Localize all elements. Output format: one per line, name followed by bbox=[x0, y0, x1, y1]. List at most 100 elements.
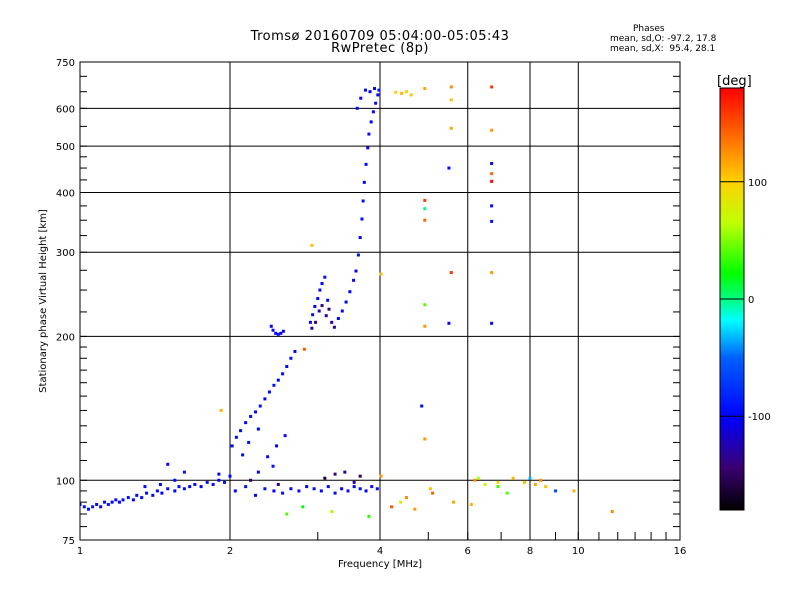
y-tick-label: 400 bbox=[56, 188, 75, 199]
data-point bbox=[103, 500, 107, 504]
x-tick-label: 8 bbox=[527, 546, 533, 557]
data-point bbox=[99, 505, 103, 509]
data-point bbox=[114, 498, 118, 502]
data-point bbox=[423, 218, 427, 222]
data-point bbox=[610, 510, 614, 514]
data-point bbox=[253, 493, 257, 497]
data-point bbox=[173, 478, 177, 482]
data-point bbox=[297, 489, 301, 493]
data-point bbox=[404, 90, 408, 94]
data-point bbox=[490, 85, 494, 89]
data-point bbox=[285, 364, 289, 368]
data-point bbox=[423, 437, 427, 441]
data-point bbox=[313, 304, 317, 308]
data-point bbox=[241, 453, 245, 457]
data-point bbox=[373, 87, 377, 91]
data-point bbox=[447, 321, 451, 325]
data-point bbox=[369, 120, 373, 124]
y-tick-label: 750 bbox=[56, 58, 75, 69]
data-point bbox=[352, 480, 356, 484]
data-point bbox=[362, 180, 366, 184]
data-point bbox=[420, 404, 424, 408]
data-point bbox=[82, 505, 86, 509]
y-axis: 75 100 200 300 400 500 600 750 bbox=[56, 58, 680, 547]
data-point bbox=[281, 491, 285, 495]
data-point bbox=[379, 272, 383, 276]
data-point bbox=[131, 498, 135, 502]
data-point bbox=[423, 324, 427, 328]
data-point bbox=[166, 487, 170, 491]
chart-title: Tromsø 20160709 05:04:00-05:05:43 bbox=[250, 29, 510, 44]
data-point bbox=[449, 85, 453, 89]
data-point bbox=[364, 489, 368, 493]
data-point bbox=[281, 329, 285, 333]
data-point bbox=[219, 408, 223, 412]
data-point bbox=[449, 126, 453, 130]
data-point bbox=[311, 313, 315, 317]
data-point bbox=[199, 485, 203, 489]
data-point bbox=[366, 146, 370, 150]
data-point bbox=[343, 470, 347, 474]
data-point bbox=[361, 199, 365, 203]
data-point bbox=[452, 500, 456, 504]
data-point bbox=[344, 300, 348, 304]
data-point bbox=[449, 98, 453, 102]
data-point bbox=[544, 485, 548, 489]
data-point bbox=[110, 500, 114, 504]
data-point bbox=[285, 512, 289, 516]
data-point bbox=[371, 110, 375, 114]
data-point bbox=[239, 429, 243, 433]
data-point bbox=[423, 87, 427, 91]
data-point bbox=[346, 489, 350, 493]
data-point bbox=[496, 480, 500, 484]
data-point bbox=[312, 487, 316, 491]
data-point bbox=[269, 324, 273, 328]
data-point bbox=[319, 489, 323, 493]
data-point bbox=[145, 491, 149, 495]
y-tick-label: 600 bbox=[56, 104, 75, 115]
data-point bbox=[394, 90, 398, 94]
data-point bbox=[301, 505, 305, 509]
data-point bbox=[91, 505, 95, 509]
data-point bbox=[253, 410, 257, 414]
data-point bbox=[390, 505, 394, 509]
data-point bbox=[230, 444, 234, 448]
data-point bbox=[326, 298, 330, 302]
colorbar-tick-label: 0 bbox=[748, 295, 754, 306]
data-point bbox=[368, 90, 372, 94]
data-point bbox=[404, 496, 408, 500]
data-point bbox=[293, 349, 297, 353]
data-point bbox=[274, 331, 278, 335]
data-point bbox=[330, 320, 334, 324]
data-point bbox=[140, 496, 144, 500]
data-point bbox=[358, 487, 362, 491]
y-tick-label: 100 bbox=[56, 476, 75, 487]
data-point bbox=[258, 404, 262, 408]
x-axis-label: Frequency [MHz] bbox=[338, 559, 422, 570]
y-tick-label: 200 bbox=[56, 332, 75, 343]
data-point bbox=[155, 489, 159, 493]
data-point bbox=[370, 485, 374, 489]
phases-legend-line-x: mean, sd,X: 95.4, 28.1 bbox=[610, 44, 716, 54]
data-point bbox=[409, 93, 413, 97]
data-point bbox=[348, 290, 352, 294]
data-point bbox=[276, 482, 280, 486]
phases-legend-title: Phases bbox=[633, 24, 665, 34]
data-point bbox=[511, 476, 515, 480]
data-point bbox=[447, 166, 451, 170]
data-point bbox=[496, 485, 500, 489]
data-point bbox=[275, 444, 279, 448]
data-point bbox=[377, 88, 381, 92]
data-point bbox=[318, 288, 322, 292]
data-point bbox=[490, 179, 494, 183]
x-tick-label: 16 bbox=[674, 546, 687, 557]
data-point bbox=[332, 325, 336, 329]
data-point bbox=[431, 491, 435, 495]
colorbar-tick-label: 100 bbox=[748, 178, 767, 189]
x-axis: 1 2 4 6 8 10 16 bbox=[77, 532, 687, 557]
data-point bbox=[423, 198, 427, 202]
data-point bbox=[505, 491, 509, 495]
data-point bbox=[490, 128, 494, 132]
data-point bbox=[247, 440, 251, 444]
